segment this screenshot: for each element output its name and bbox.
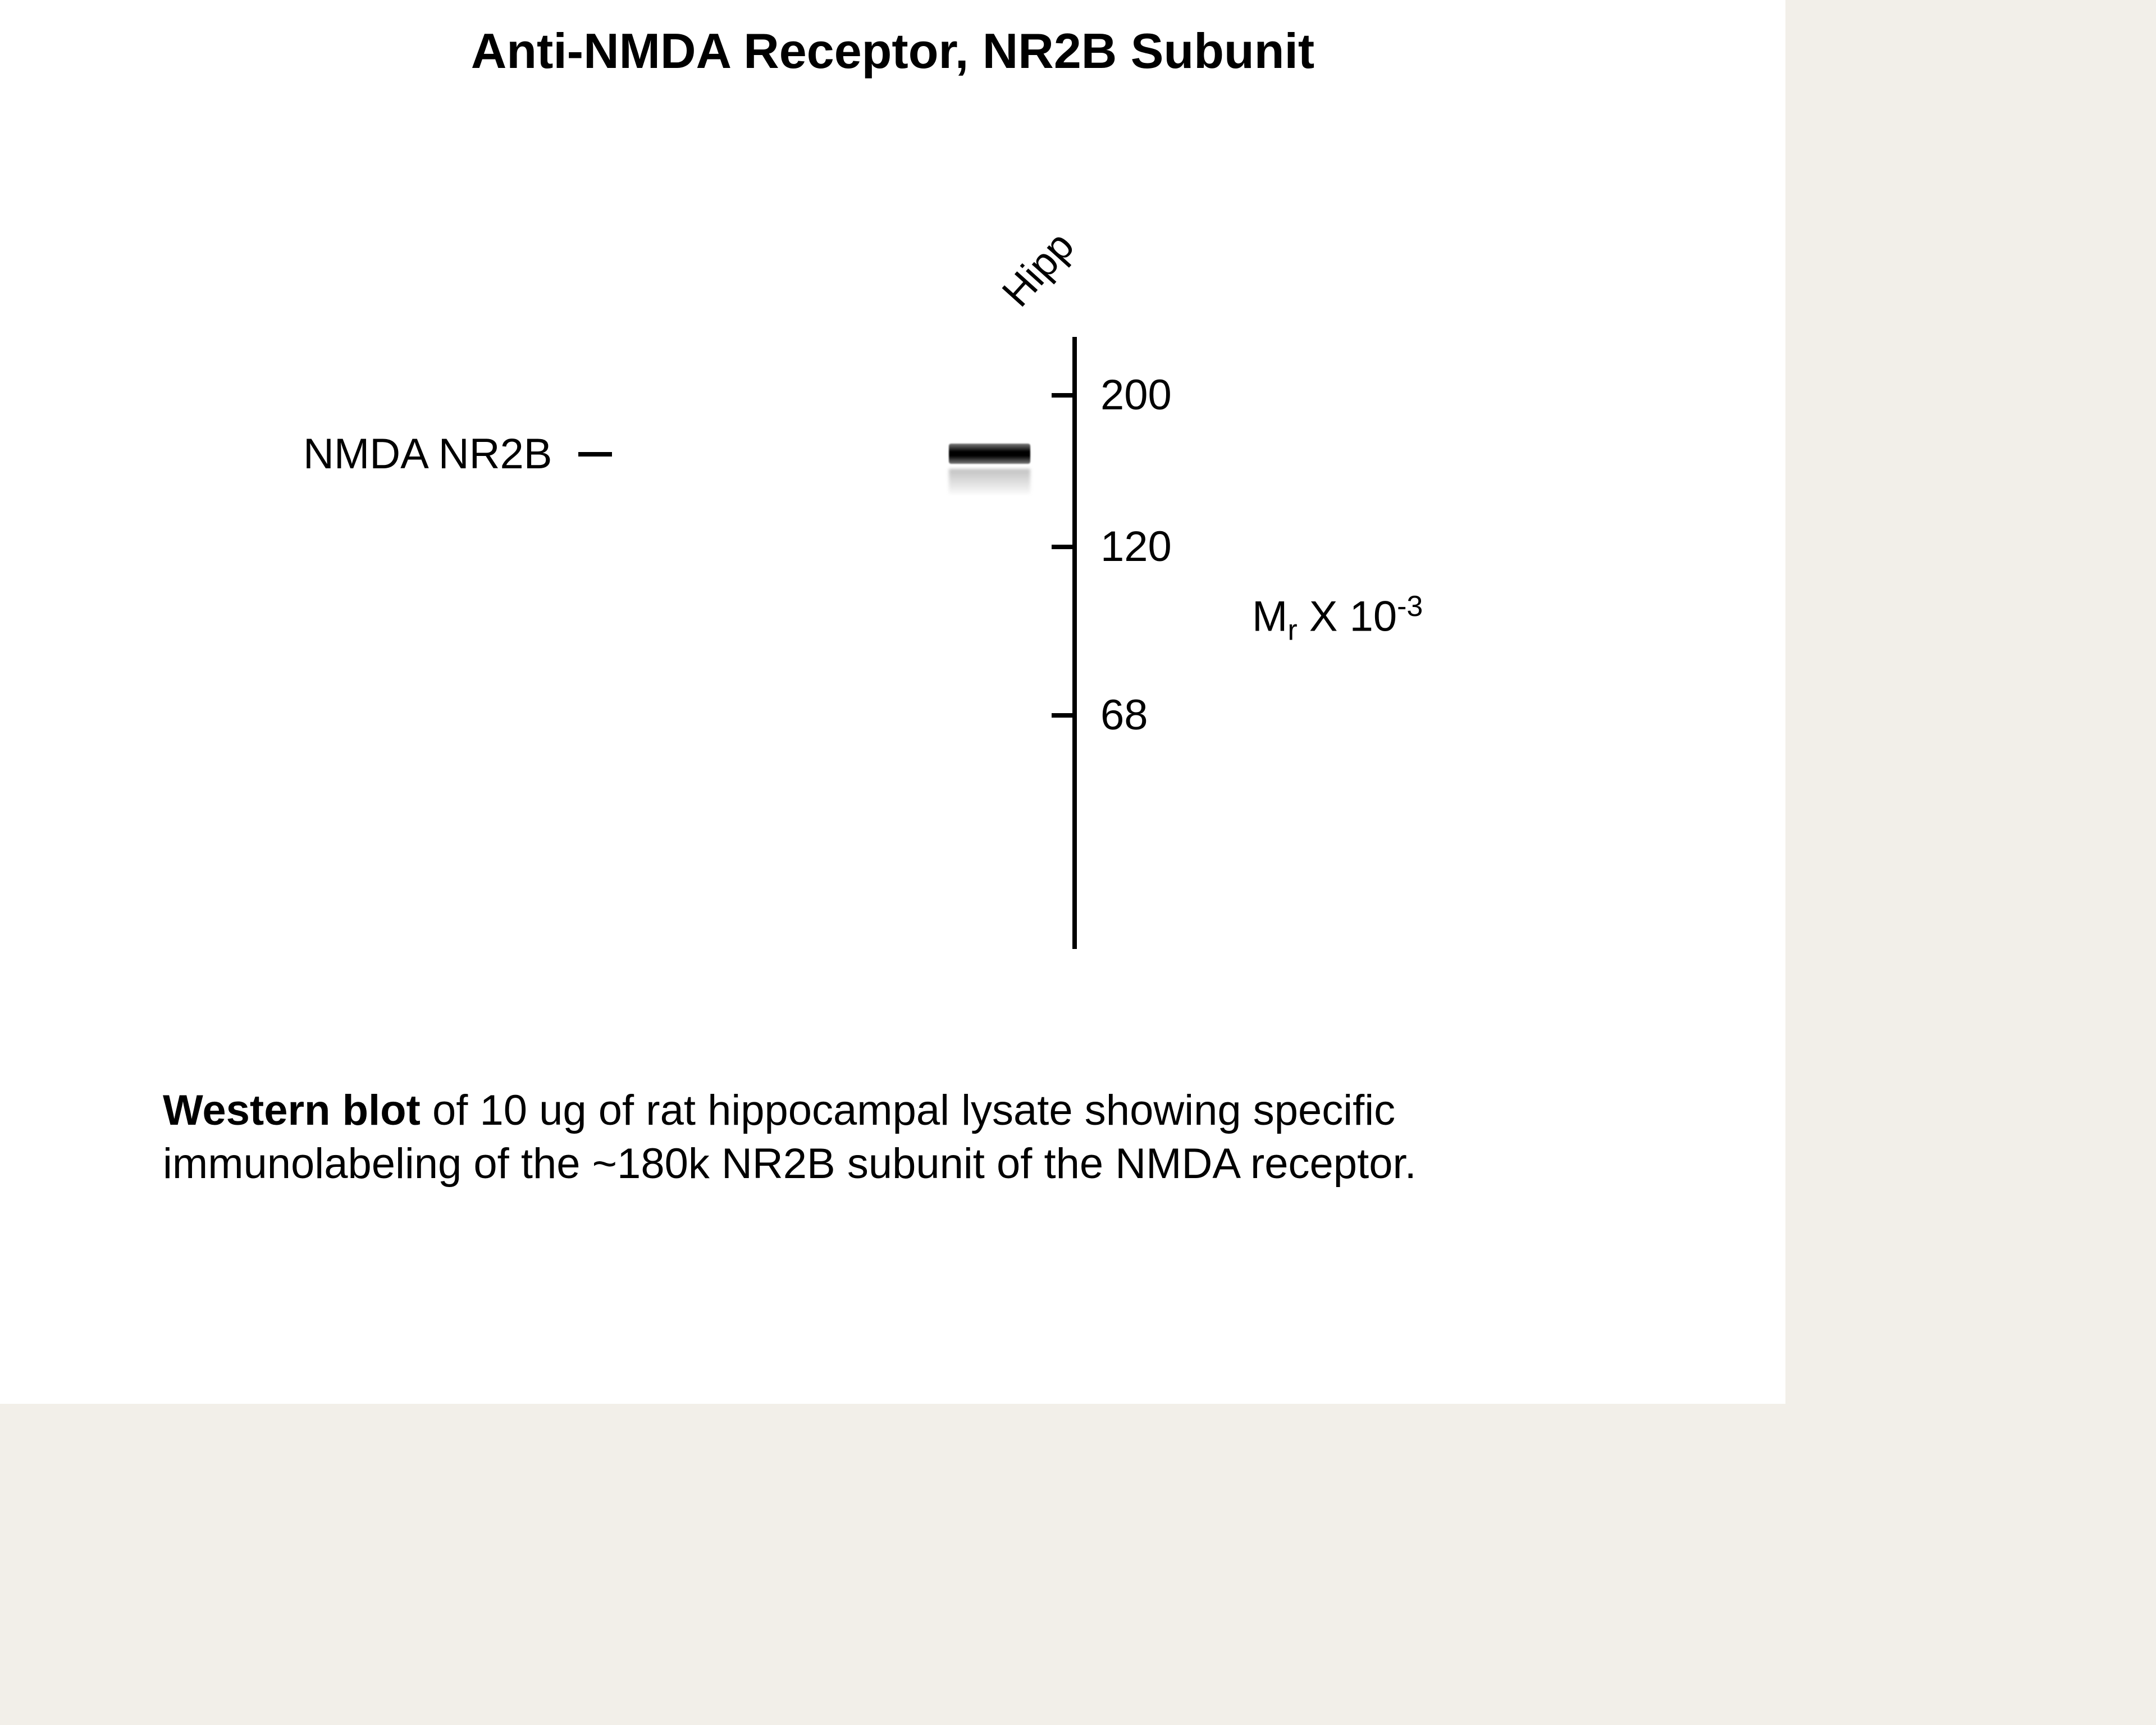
mr-prefix: M [1252, 592, 1287, 640]
lane-label: Hipp [993, 223, 1083, 316]
marker-tick-120 [1052, 545, 1075, 549]
marker-tick-200 [1052, 393, 1075, 398]
mr-superscript: -3 [1397, 590, 1423, 623]
caption-lead: Western blot [163, 1087, 421, 1134]
blot-lane [943, 354, 1033, 859]
mr-subscript: r [1287, 614, 1297, 647]
protein-band [949, 444, 1030, 464]
band-pointer-dash [578, 452, 612, 457]
band-smear [949, 469, 1030, 494]
blot-area: Hipp NMDA NR2B 200 120 68 Mr X 10-3 [168, 197, 1572, 1039]
marker-label-200: 200 [1100, 371, 1172, 419]
western-blot-figure: Anti-NMDA Receptor, NR2B Subunit Hipp NM… [0, 0, 1785, 1404]
figure-title: Anti-NMDA Receptor, NR2B Subunit [471, 22, 1315, 80]
marker-label-68: 68 [1100, 691, 1148, 740]
marker-label-120: 120 [1100, 522, 1172, 571]
marker-axis-line [1072, 337, 1077, 949]
marker-tick-68 [1052, 713, 1075, 718]
band-label: NMDA NR2B [303, 430, 552, 478]
marker-unit-label: Mr X 10-3 [1252, 590, 1423, 647]
figure-caption: Western blot of 10 ug of rat hippocampal… [163, 1084, 1611, 1190]
mr-mid: X 10 [1298, 592, 1397, 640]
